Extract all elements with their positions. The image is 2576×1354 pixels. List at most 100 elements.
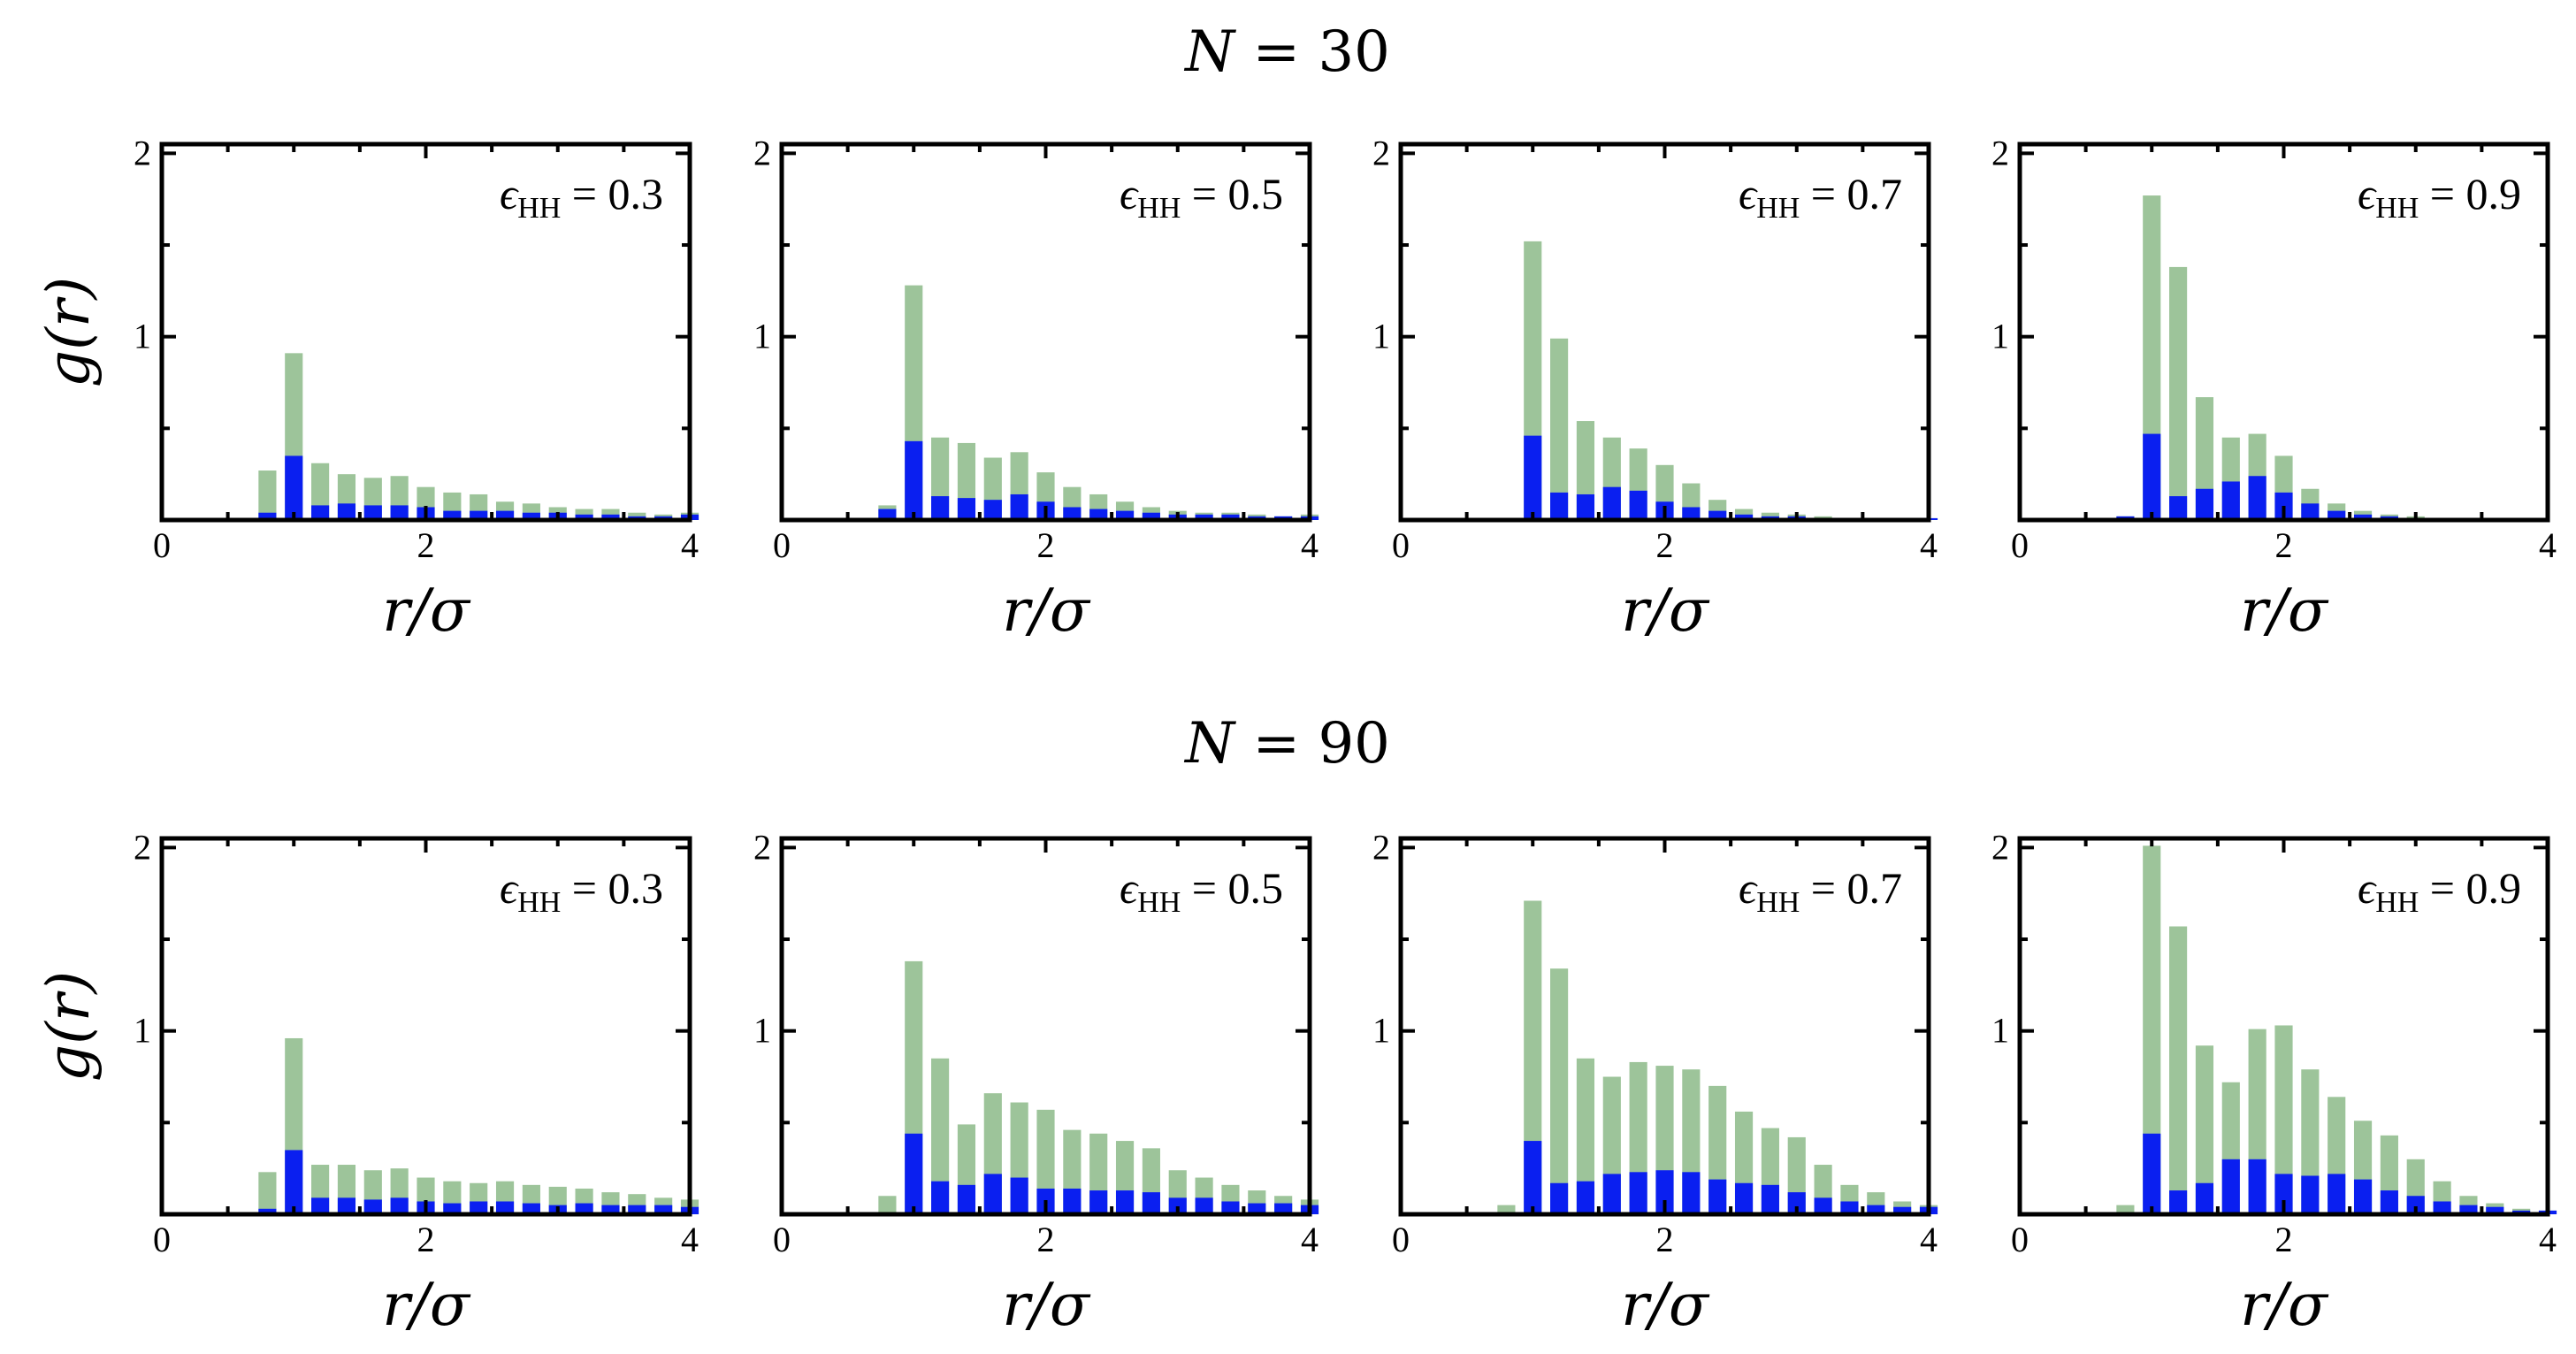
bars-head (2116, 433, 2478, 520)
x-tick-label: 2 (417, 525, 435, 565)
epsilon-annotation: ϵHH = 0.7 (1739, 863, 1902, 919)
row-title-var: N (1183, 711, 1236, 776)
bar-head (2301, 1175, 2320, 1214)
bar-head (2328, 1174, 2346, 1214)
epsilon-value: = 0.5 (1181, 169, 1283, 218)
x-tick-label: 0 (2011, 1220, 2029, 1259)
bar-head (1274, 1203, 1293, 1214)
bar-total (1576, 1058, 1595, 1214)
x-tick-label: 0 (773, 1220, 791, 1259)
bar-head (1655, 1170, 1674, 1214)
bar-head (1814, 1197, 1832, 1214)
y-tick-label: 1 (753, 317, 771, 356)
bar-head (1089, 509, 1108, 520)
bars-head (258, 1150, 699, 1214)
x-axis-label: r/σ (1621, 1271, 1710, 1339)
epsilon-subscript: HH (2375, 192, 2419, 225)
y-tick-label: 1 (1372, 317, 1390, 356)
bar-head (601, 1205, 620, 1214)
bar-total (1497, 1205, 1516, 1214)
bar-head (2353, 514, 2373, 520)
bar-total (2116, 1205, 2135, 1214)
x-axis-label: r/σ (1621, 577, 1710, 645)
y-tick-label: 1 (134, 1011, 151, 1051)
bar-head (258, 512, 277, 520)
bar-head (1010, 493, 1028, 520)
bar-head (1761, 1184, 1779, 1214)
bars-head (1497, 1141, 1938, 1214)
x-axis-label: r/σ (1002, 1271, 1091, 1339)
bar-head (1248, 1203, 1266, 1214)
bar-total (2169, 926, 2188, 1214)
bars-total (878, 285, 1319, 520)
bar-total (2169, 266, 2188, 520)
bar-head (1010, 1177, 1028, 1214)
y-tick-label: 2 (753, 827, 771, 867)
epsilon-symbol: ϵ (1739, 169, 1758, 218)
row-title-var: N (1183, 19, 1236, 85)
bar-head (1734, 514, 1754, 520)
x-tick-label: 0 (1392, 1220, 1410, 1259)
panel-4: 0 2 4 1 2 r/σ ϵHH = 0.9 (1991, 133, 2557, 645)
bar-head (443, 510, 462, 520)
bar-head (1867, 1205, 1885, 1214)
x-axis-label: r/σ (2240, 577, 2329, 645)
bar-head (1195, 514, 1213, 520)
x-tick-label: 4 (2539, 1220, 2557, 1259)
bar-total (1524, 900, 1542, 1214)
y-ticks (162, 151, 690, 431)
epsilon-annotation: ϵHH = 0.7 (1739, 169, 1902, 225)
y-tick-label: 1 (1991, 1011, 2009, 1051)
bar-head (1063, 507, 1082, 520)
y-tick-label: 2 (134, 133, 151, 172)
bar-head (1576, 1181, 1595, 1214)
bar-head (1840, 1201, 1859, 1214)
bar-total (1550, 968, 1569, 1214)
panel-6: 0 2 4 1 2 r/σ ϵHH = 0.5 (753, 827, 1319, 1339)
bar-head (654, 1205, 673, 1214)
bars-total (258, 353, 699, 520)
y-tick-label: 2 (753, 133, 771, 172)
bar-head (1629, 1172, 1647, 1214)
x-axis-label: r/σ (2240, 1271, 2329, 1339)
y-tick-label: 1 (1991, 317, 2009, 356)
epsilon-symbol: ϵ (500, 169, 519, 218)
epsilon-symbol: ϵ (1739, 863, 1758, 913)
panel-5: 0 2 4 1 2 r/σ g(r) ϵHH = 0.3 (34, 827, 699, 1339)
panel-3: 0 2 4 1 2 r/σ ϵHH = 0.7 (1372, 133, 1938, 645)
bar-head (1682, 507, 1701, 520)
x-tick-label: 4 (681, 525, 699, 565)
bars-total (258, 1037, 699, 1214)
bar-head (2221, 481, 2240, 520)
row-titles: N = 30N = 90 (1183, 19, 1390, 776)
x-ticks (2018, 838, 2549, 1214)
bar-head (1524, 435, 1542, 520)
y-tick-label: 1 (1372, 1011, 1390, 1051)
epsilon-value: = 0.3 (561, 863, 663, 913)
bar-head (1576, 493, 1595, 520)
x-tick-label: 2 (2275, 525, 2293, 565)
bar-head (2301, 503, 2320, 520)
epsilon-annotation: ϵHH = 0.5 (1120, 863, 1283, 919)
bar-head (258, 1208, 277, 1214)
bar-total (258, 1172, 277, 1214)
bar-head (1734, 1182, 1754, 1214)
bar-head (983, 500, 1002, 520)
epsilon-subscript: HH (1756, 886, 1800, 919)
bar-head (495, 1201, 515, 1214)
x-tick-label: 0 (773, 525, 791, 565)
epsilon-subscript: HH (517, 886, 561, 919)
bar-head (957, 1184, 976, 1214)
bar-head (470, 1201, 488, 1214)
bar-head (1221, 1201, 1240, 1214)
epsilon-subscript: HH (1137, 886, 1181, 919)
x-tick-label: 0 (1392, 525, 1410, 565)
epsilon-value: = 0.7 (1800, 169, 1902, 218)
bar-total (1550, 338, 1569, 520)
bar-head (363, 1199, 382, 1214)
bar-head (2433, 1201, 2451, 1214)
bar-head (1629, 490, 1647, 520)
bar-head (2486, 1206, 2504, 1214)
bar-head (495, 510, 515, 520)
bars-head (2116, 1133, 2557, 1214)
